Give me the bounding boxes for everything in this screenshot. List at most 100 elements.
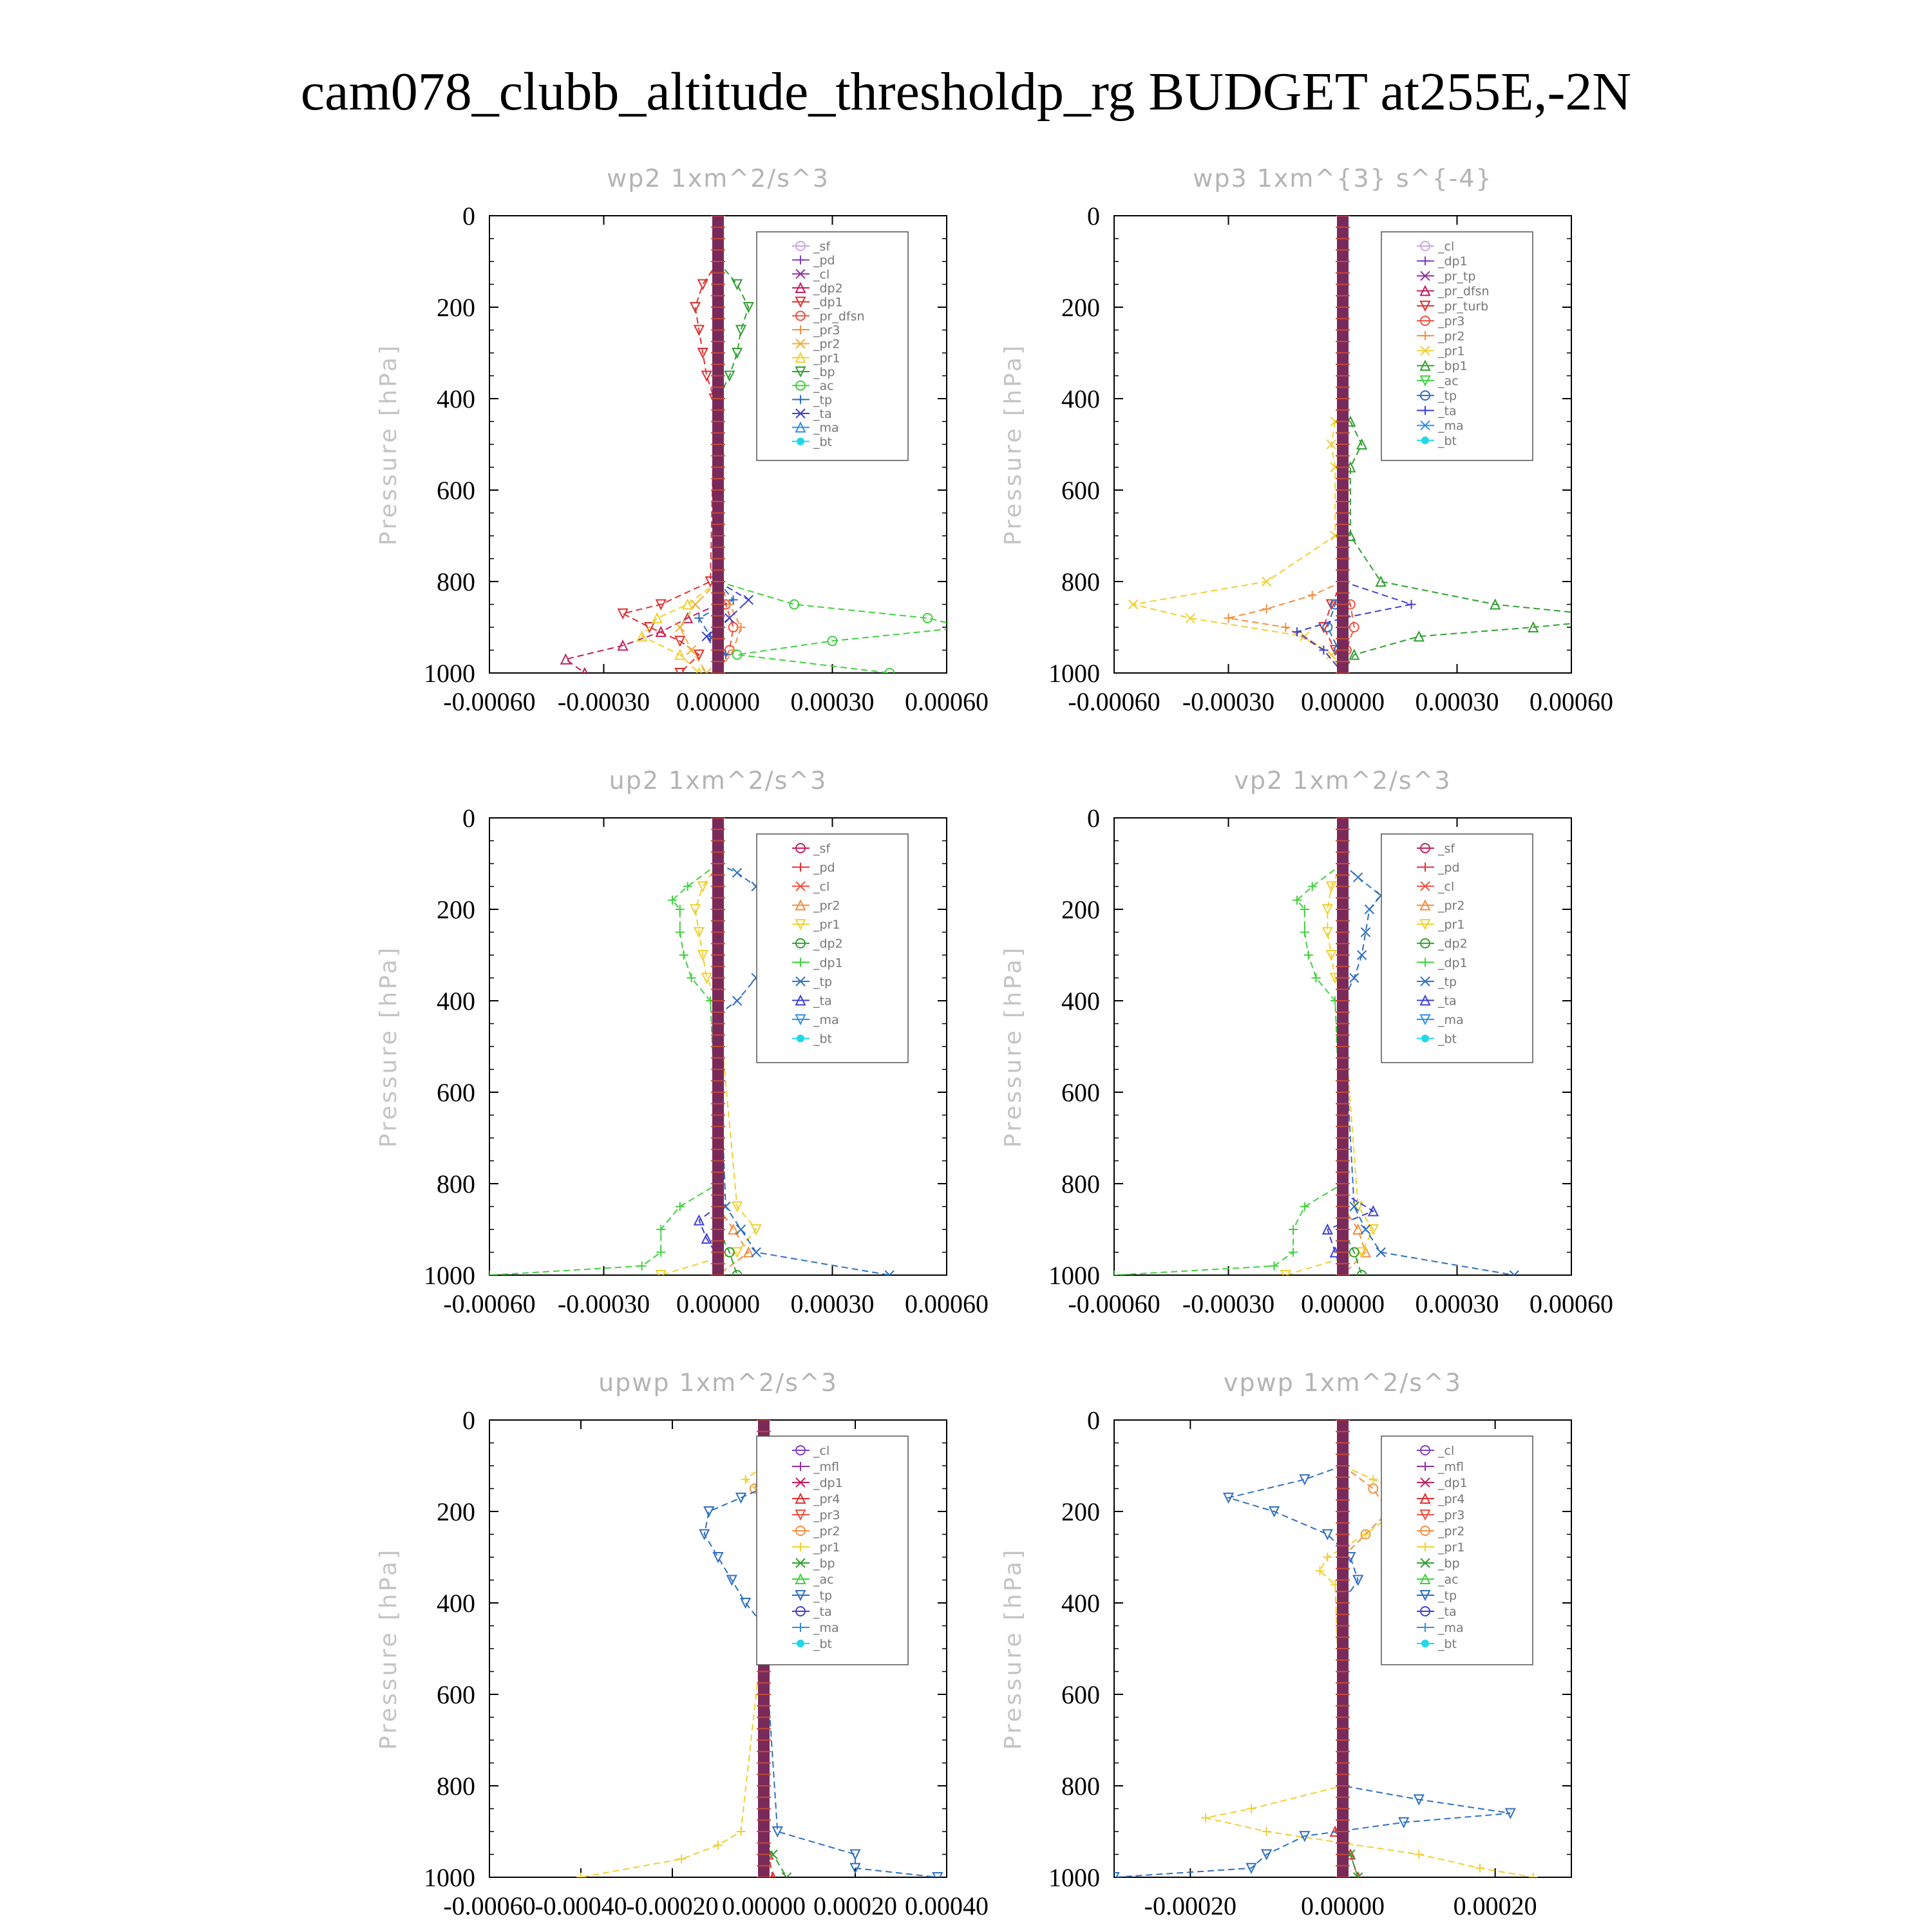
series-point	[1367, 1205, 1379, 1217]
series-point	[1300, 1202, 1309, 1211]
series-point	[655, 599, 667, 611]
legend-label: _cl	[813, 880, 829, 894]
legend-marker	[1421, 256, 1430, 266]
x-tick-label: -0.00060	[1068, 1289, 1160, 1318]
legend-label: _cl	[1437, 240, 1454, 254]
series-point	[743, 302, 754, 314]
legend-marker	[1420, 270, 1430, 281]
series-line-dp1	[1114, 863, 1344, 1275]
series-point	[1352, 1223, 1364, 1235]
legend-marker	[795, 1492, 806, 1504]
x-tick-label: 0.00040	[905, 1891, 989, 1920]
series-point	[1185, 613, 1196, 623]
series-point	[1352, 1872, 1363, 1877]
series-point	[1128, 599, 1139, 610]
series-point	[1280, 1270, 1291, 1275]
legend-marker	[1420, 938, 1430, 949]
legend-label: _bt	[813, 435, 832, 449]
legend: _sf_pd_cl_dp2_dp1_pr_dfsn_pr3_pr2_pr1_bp…	[756, 231, 909, 461]
series-point	[694, 613, 704, 623]
series-line-pr1	[1133, 421, 1343, 673]
series-point	[697, 348, 708, 359]
series-point	[1261, 1849, 1273, 1861]
legend-box	[756, 231, 909, 461]
series-point	[674, 668, 686, 673]
series-point	[617, 639, 629, 651]
series-point	[1360, 927, 1371, 938]
legend-marker	[795, 881, 806, 891]
legend-marker	[1421, 406, 1430, 415]
legend-marker	[795, 938, 806, 949]
y-tick-label: 600	[437, 1680, 475, 1709]
legend-marker	[796, 862, 805, 872]
legend-label: _pr2	[1437, 899, 1464, 913]
series-point	[1349, 1201, 1359, 1212]
legend: _cl_dp1_pr_tp _pr_dfsn_pr_turb_pr3_pr2 _pr…	[1381, 231, 1533, 461]
series-point	[1300, 905, 1309, 914]
legend-marker	[795, 281, 806, 293]
legend-marker	[796, 958, 805, 967]
legend-marker	[1421, 862, 1430, 872]
y-tick-label: 200	[1061, 895, 1100, 924]
legend: _sf _pd _cl _pr2 _pr1 _dp2 _dp1 _tp _ta _ma _bt	[1381, 833, 1533, 1063]
series-point	[693, 927, 705, 938]
legend-marker	[1420, 881, 1430, 891]
legend-label: _ac	[1437, 374, 1459, 388]
legend-label: _pr2	[813, 1524, 840, 1539]
legend-label: _pr2	[1437, 1524, 1464, 1539]
series-point	[728, 595, 738, 605]
series-point	[732, 996, 743, 1006]
series-point	[1624, 614, 1633, 623]
series-point	[750, 1224, 762, 1236]
legend-label: _bp1	[1437, 359, 1468, 374]
legend-label: _sf	[813, 240, 831, 254]
legend-marker	[1421, 436, 1429, 444]
series-point	[679, 951, 688, 960]
legend-marker	[1419, 919, 1431, 931]
series-line-dp2	[1342, 1229, 1363, 1275]
series-point	[674, 649, 686, 660]
series-point	[1262, 1827, 1271, 1836]
series-point	[1349, 649, 1360, 660]
series-point	[1321, 927, 1333, 938]
panels: wp2 1xm^2/s^3 Pressure [hPa] 0 200 400 600 800…	[375, 164, 1633, 1920]
series-point	[677, 1854, 687, 1864]
legend-marker	[795, 1558, 806, 1568]
legend-label: _bt	[813, 1637, 832, 1651]
y-tick-label: 800	[1061, 567, 1100, 596]
series-line-pr1	[641, 581, 719, 673]
legend-marker	[795, 366, 806, 378]
series-point	[701, 631, 712, 641]
series-group	[1114, 818, 1519, 1275]
legend-marker	[795, 1573, 806, 1584]
y-tick-label: 0	[1087, 1406, 1100, 1435]
y-tick-label: 600	[437, 476, 475, 505]
series-line-pr1	[660, 863, 757, 1275]
series-point	[1319, 645, 1329, 655]
legend-marker	[795, 1445, 806, 1455]
legend-marker	[797, 1034, 804, 1043]
legend-marker	[796, 395, 805, 404]
legend-label: _bt	[1437, 434, 1457, 448]
series-point	[655, 625, 667, 638]
series-point	[1326, 439, 1336, 450]
legend-label: _ma	[813, 1621, 839, 1635]
series-point	[693, 649, 705, 661]
x-tick-label: -0.00020	[1144, 1891, 1236, 1920]
series-line-pr2	[717, 1206, 750, 1275]
legend-marker	[1420, 843, 1430, 853]
series-point	[1352, 872, 1363, 883]
series-point	[656, 1225, 666, 1234]
series-line-ac	[717, 581, 947, 673]
legend-label: _cl	[813, 267, 829, 281]
series-point	[637, 1261, 647, 1271]
legend-label: _pr_dfsn	[1437, 285, 1490, 299]
legend-label: _bp	[813, 1557, 835, 1571]
legend-label: _tp	[1437, 389, 1457, 403]
series-point	[751, 1247, 761, 1258]
legend-label: _bt	[1437, 1637, 1457, 1651]
legend-label: _ta	[1437, 404, 1457, 418]
series-point	[731, 1247, 743, 1258]
panel-title: up2 1xm^2/s^3	[609, 766, 828, 795]
